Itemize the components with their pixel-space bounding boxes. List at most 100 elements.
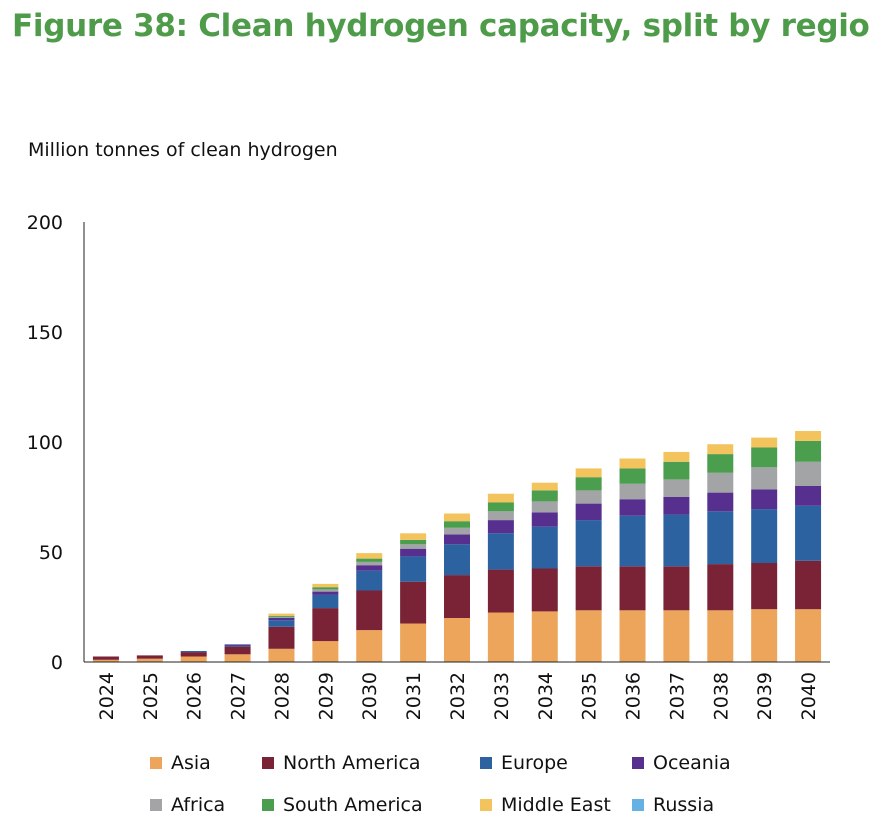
bar-segment-oceania	[224, 644, 251, 646]
legend-swatch	[480, 799, 492, 811]
legend-item-europe: Europe	[480, 748, 632, 778]
bar-segment-north-america	[136, 655, 163, 659]
bar-segment-middle-east	[795, 431, 822, 441]
legend-item-middle-east: Middle East	[480, 790, 632, 820]
y-tick-label: 0	[51, 652, 63, 674]
bar-segment-middle-east	[268, 613, 295, 616]
bar-segment-europe	[531, 526, 558, 569]
y-tick-label: 200	[27, 212, 63, 234]
legend-label: South America	[283, 794, 423, 816]
bar-segment-asia	[531, 611, 558, 662]
bar-segment-middle-east	[444, 513, 470, 522]
bar-segment-oceania	[268, 618, 295, 621]
bar-segment-north-america	[444, 575, 470, 618]
bar-segment-middle-east	[356, 553, 383, 559]
x-tick-label: 2028	[271, 672, 293, 720]
y-tick-label: 150	[27, 322, 63, 344]
bar-segment-asia	[487, 612, 514, 662]
bar-segment-africa	[487, 511, 514, 521]
bar-segment-south-america	[268, 615, 295, 617]
x-tick-label: 2032	[447, 672, 469, 720]
bar-segment-south-america	[663, 461, 690, 480]
bar-segment-africa	[663, 479, 690, 497]
bar-segment-europe	[312, 594, 339, 609]
bar-segment-europe	[400, 556, 427, 582]
x-tick-label: 2026	[184, 672, 206, 720]
x-tick-label: 2036	[623, 672, 645, 720]
stacked-bar-chart: 2024 2025 2026 2027 2028 2029 2030 2031 2032 2033…	[27, 212, 830, 720]
bar-segment-asia	[795, 609, 822, 662]
x-tick-label: 2033	[491, 672, 513, 720]
bar-segment-north-america	[268, 626, 295, 649]
bar-segment-south-america	[356, 558, 383, 562]
bar-segment-oceania	[444, 534, 470, 545]
bar-segment-africa	[400, 544, 427, 549]
x-tick-label: 2029	[315, 672, 337, 720]
legend-item-russia: Russia	[632, 790, 772, 820]
bar-segment-middle-east	[663, 451, 690, 462]
bar-segment-africa	[751, 467, 778, 490]
bar-segment-africa	[707, 472, 734, 493]
legend-swatch	[632, 757, 644, 769]
legend-swatch	[262, 799, 274, 811]
bar-segment-oceania	[795, 486, 822, 506]
legend-label: Europe	[501, 752, 568, 774]
bar-segment-africa	[575, 490, 602, 504]
bar-segment-asia	[707, 610, 734, 662]
bar-segment-europe	[268, 620, 295, 627]
bar-segment-north-america	[663, 566, 690, 611]
legend-item-north-america: North America	[262, 748, 480, 778]
legend-swatch	[480, 757, 492, 769]
bar-segment-europe	[224, 645, 251, 647]
bar-segment-asia	[444, 618, 470, 662]
bar-segment-europe	[795, 505, 822, 561]
bar-segment-south-america	[575, 477, 602, 491]
bar-segment-north-america	[751, 563, 778, 610]
bar-segment-oceania	[663, 497, 690, 515]
bar-segment-oceania	[751, 489, 778, 510]
y-axis-label: Million tonnes of clean hydrogen	[28, 139, 338, 161]
bar-segment-middle-east	[707, 444, 734, 455]
bar-segment-south-america	[751, 447, 778, 468]
bar-segment-asia	[356, 630, 383, 662]
legend-item-south-america: South America	[262, 790, 480, 820]
bar-segment-africa	[444, 527, 470, 535]
bar-segment-africa	[531, 501, 558, 513]
legend-label: Africa	[171, 794, 226, 816]
bar-segment-oceania	[619, 499, 646, 516]
bar-segment-asia	[575, 610, 602, 662]
x-tick-label: 2025	[140, 672, 162, 720]
bar-segment-south-america	[487, 502, 514, 512]
bar-segment-middle-east	[487, 493, 514, 503]
page-title: Figure 38: Clean hydrogen capacity, spli…	[12, 8, 871, 44]
legend-label: Asia	[171, 752, 211, 774]
bar-segment-asia	[224, 654, 251, 662]
bar-segment-north-america	[531, 568, 558, 612]
bar-segment-north-america	[707, 564, 734, 611]
bar-segment-north-america	[224, 646, 251, 655]
bar-segment-middle-east	[312, 583, 339, 588]
bar-segment-north-america	[400, 581, 427, 624]
legend-item-africa: Africa	[150, 790, 262, 820]
bar-segment-asia	[136, 658, 163, 662]
bar-segment-north-america	[92, 656, 119, 660]
bar-segment-south-america	[795, 440, 822, 462]
legend-swatch	[150, 799, 162, 811]
bar-segment-north-america	[487, 569, 514, 613]
bar-segment-africa	[268, 616, 295, 618]
bar-segment-north-america	[795, 560, 822, 610]
bar-segment-asia	[92, 659, 119, 662]
bar-segment-asia	[400, 623, 427, 662]
bar-segment-north-america	[619, 566, 646, 611]
x-tick-label: 2039	[754, 672, 776, 720]
x-tick-label: 2040	[798, 672, 820, 720]
bar-segment-south-america	[707, 454, 734, 473]
legend-row: Africa South America Middle East Russia	[150, 790, 810, 820]
bar-segment-asia	[751, 609, 778, 662]
bar-segment-north-america	[575, 566, 602, 611]
bar-segment-europe	[487, 533, 514, 570]
bar-segment-south-america	[531, 490, 558, 502]
bar-segment-asia	[180, 656, 207, 662]
bar-segment-north-america	[312, 608, 339, 642]
bar-segment-oceania	[312, 591, 339, 595]
